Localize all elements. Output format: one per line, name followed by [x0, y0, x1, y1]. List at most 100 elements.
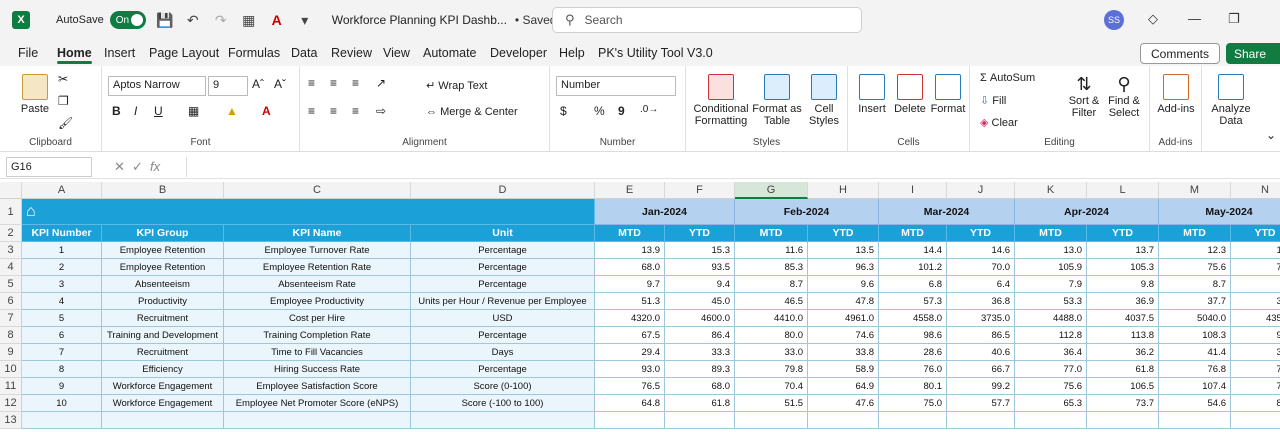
avatar[interactable]: SS [1104, 10, 1124, 30]
value-cell[interactable]: 70.0 [947, 259, 1015, 276]
comma-button[interactable]: 9 [618, 104, 625, 118]
value-cell[interactable]: 75.6 [1015, 378, 1087, 395]
column-header[interactable]: E [595, 182, 665, 199]
value-cell[interactable]: 47.6 [808, 395, 879, 412]
value-cell[interactable]: 51.5 [735, 395, 808, 412]
tab-pk-utility[interactable]: PK's Utility Tool V3.0 [598, 46, 713, 60]
empty-cell[interactable] [665, 412, 735, 429]
align-middle-icon[interactable]: ≡ [330, 76, 338, 90]
kpi-number-cell[interactable]: 8 [22, 361, 102, 378]
restore-icon[interactable]: ❐ [1228, 11, 1240, 26]
kpi-number-cell[interactable]: 1 [22, 242, 102, 259]
tab-help[interactable]: Help [559, 46, 585, 60]
value-cell[interactable]: 6.4 [947, 276, 1015, 293]
value-cell[interactable]: 68.0 [595, 259, 665, 276]
column-header[interactable]: D [411, 182, 595, 199]
kpi-number-cell[interactable]: 6 [22, 327, 102, 344]
row-header[interactable]: 2 [0, 225, 22, 242]
column-header[interactable]: K [1015, 182, 1087, 199]
clear-button[interactable]: ◈ Clear [980, 116, 1018, 129]
value-cell[interactable]: 4410.0 [735, 310, 808, 327]
fx-icon[interactable]: fx [150, 159, 161, 174]
italic-button[interactable]: I [134, 104, 138, 118]
empty-cell[interactable] [595, 412, 665, 429]
value-cell[interactable]: 36.8 [947, 293, 1015, 310]
unit-cell[interactable]: USD [411, 310, 595, 327]
percent-button[interactable]: % [594, 104, 605, 118]
kpi-name-cell[interactable]: Employee Retention Rate [224, 259, 411, 276]
kpi-name-cell[interactable]: Employee Satisfaction Score [224, 378, 411, 395]
value-cell[interactable]: 93.0 [595, 361, 665, 378]
saved-status[interactable]: • Saved [514, 13, 557, 27]
shrink-font-icon[interactable]: Aˇ [274, 77, 286, 91]
tab-automate[interactable]: Automate [423, 46, 477, 60]
value-cell[interactable]: 112.8 [1015, 327, 1087, 344]
column-header[interactable]: M [1159, 182, 1231, 199]
kpi-group-cell[interactable]: Workforce Engagement [102, 378, 224, 395]
merge-center-button[interactable]: ⇔ Merge & Center [426, 106, 518, 118]
value-cell[interactable]: 3735.0 [947, 310, 1015, 327]
sort-filter-button[interactable]: ⇅ Sort & Filter [1064, 74, 1104, 119]
grow-font-icon[interactable]: Aˆ [252, 77, 264, 91]
align-top-icon[interactable]: ≡ [308, 76, 316, 90]
conditional-formatting-button[interactable]: Conditional Formatting [692, 74, 750, 127]
empty-cell[interactable] [1159, 412, 1231, 429]
borders-icon[interactable]: ▦ [242, 11, 256, 28]
value-cell[interactable]: 54.6 [1159, 395, 1231, 412]
value-cell[interactable]: 39.4 [1231, 344, 1280, 361]
value-cell[interactable]: 33.3 [665, 344, 735, 361]
value-cell[interactable]: 40.6 [947, 344, 1015, 361]
number-format-combo[interactable]: Number [556, 76, 676, 96]
redo-icon[interactable]: ↷ [214, 11, 227, 28]
font-name-combo[interactable]: Aptos Narrow [108, 76, 206, 96]
cut-icon[interactable]: ✂ [58, 72, 69, 86]
value-cell[interactable]: 41.4 [1159, 344, 1231, 361]
value-cell[interactable]: 8.1 [1231, 276, 1280, 293]
indent-icon[interactable]: ⇨ [376, 104, 387, 118]
value-cell[interactable]: 8.7 [735, 276, 808, 293]
font-color-button-icon[interactable]: A [262, 104, 271, 118]
tab-view[interactable]: View [383, 46, 410, 60]
value-cell[interactable]: 86.4 [665, 327, 735, 344]
value-cell[interactable]: 64.9 [808, 378, 879, 395]
value-cell[interactable]: 37.7 [1159, 293, 1231, 310]
value-cell[interactable]: 4320.0 [595, 310, 665, 327]
value-cell[interactable]: 105.3 [1087, 259, 1159, 276]
tab-review[interactable]: Review [331, 46, 372, 60]
diamond-icon[interactable]: ◇ [1148, 11, 1158, 26]
row-header[interactable]: 13 [0, 412, 22, 429]
copy-icon[interactable]: ❐ [58, 94, 69, 108]
value-cell[interactable]: 4037.5 [1087, 310, 1159, 327]
kpi-group-cell[interactable]: Training and Development [102, 327, 224, 344]
tab-file[interactable]: File [18, 46, 39, 60]
name-box[interactable]: G16 [6, 157, 92, 177]
increase-decimal-icon[interactable]: .0→ [640, 104, 659, 115]
value-cell[interactable]: 64.8 [595, 395, 665, 412]
value-cell[interactable]: 47.8 [808, 293, 879, 310]
tab-insert[interactable]: Insert [104, 46, 136, 60]
value-cell[interactable]: 75.6 [1159, 259, 1231, 276]
undo-icon[interactable]: ↶ [186, 11, 199, 28]
value-cell[interactable]: 46.5 [735, 293, 808, 310]
value-cell[interactable]: 106.5 [1087, 378, 1159, 395]
value-cell[interactable]: 6.8 [879, 276, 947, 293]
column-header[interactable]: I [879, 182, 947, 199]
value-cell[interactable]: 36.4 [1015, 344, 1087, 361]
row-header[interactable]: 11 [0, 378, 22, 395]
value-cell[interactable]: 89.3 [665, 361, 735, 378]
empty-cell[interactable] [1015, 412, 1087, 429]
value-cell[interactable]: 74.6 [808, 327, 879, 344]
fill-color-icon[interactable]: ▲ [226, 104, 238, 118]
column-header[interactable]: F [665, 182, 735, 199]
value-cell[interactable]: 9.6 [808, 276, 879, 293]
value-cell[interactable]: 87.6 [1231, 395, 1280, 412]
value-cell[interactable]: 33.8 [808, 344, 879, 361]
value-cell[interactable]: 96.3 [808, 259, 879, 276]
column-header[interactable]: L [1087, 182, 1159, 199]
empty-cell[interactable] [808, 412, 879, 429]
value-cell[interactable]: 9.4 [665, 276, 735, 293]
value-cell[interactable]: 86.5 [947, 327, 1015, 344]
column-header[interactable]: G [735, 182, 808, 199]
column-header[interactable]: H [808, 182, 879, 199]
value-cell[interactable]: 13.5 [808, 242, 879, 259]
